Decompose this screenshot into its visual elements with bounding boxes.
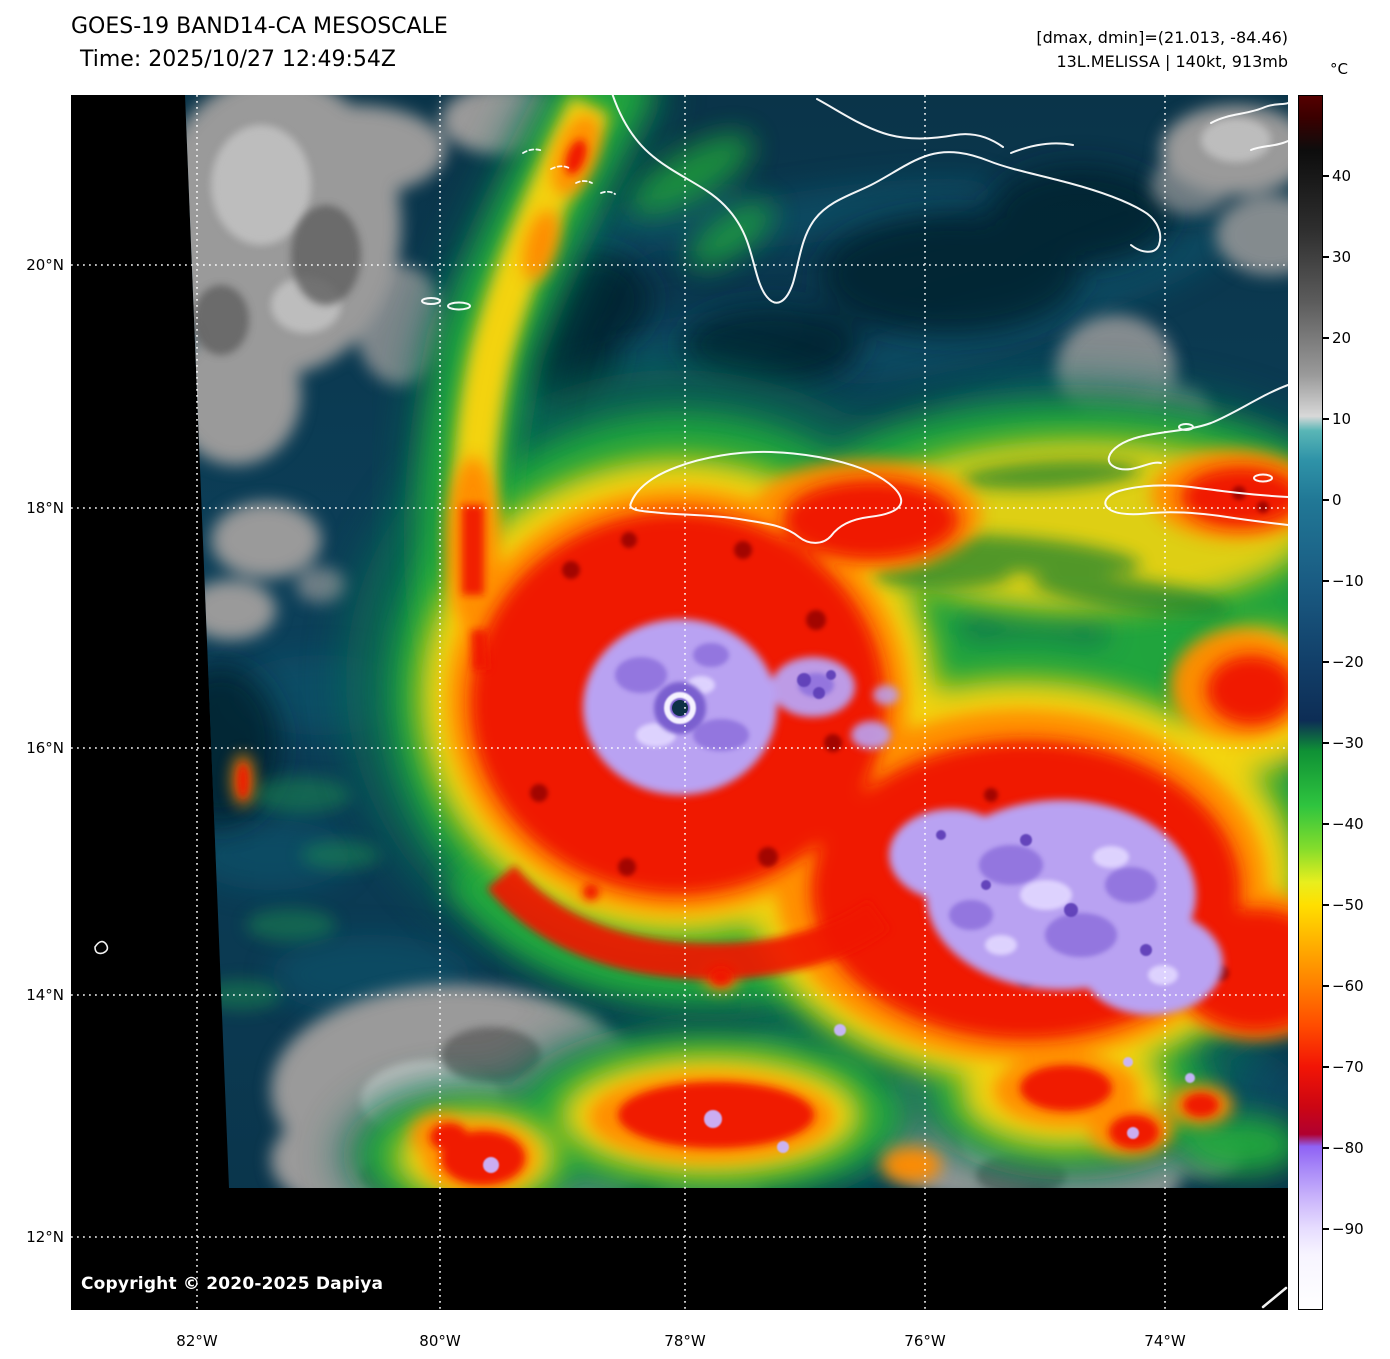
- cuba-northeast-coast: [1010, 142, 1074, 154]
- colorbar-tick-mark: [1323, 1066, 1329, 1068]
- lat-label-12n: 12°N: [26, 1228, 64, 1246]
- product-title: GOES-19 BAND14-CA MESOSCALE: [71, 14, 448, 39]
- colorbar-tick-mark: [1323, 337, 1329, 339]
- lon-label-76w: 76°W: [904, 1332, 946, 1350]
- colorbar-tick-mark: [1323, 904, 1329, 906]
- lat-label-14n: 14°N: [26, 986, 64, 1004]
- red-band-arcs: [462, 505, 890, 980]
- lon-label-78w: 78°W: [664, 1332, 706, 1350]
- storm-info: 13L.MELISSA | 140kt, 913mb: [1056, 52, 1288, 71]
- lat-label-18n: 18°N: [26, 499, 64, 517]
- colorbar-tick-mark: [1323, 742, 1329, 744]
- lat-label-16n: 16°N: [26, 739, 64, 757]
- colorbar-tick-n10: −10: [1332, 572, 1364, 590]
- colorbar-tick-mark: [1323, 418, 1329, 420]
- colorbar-tick-40: 40: [1332, 167, 1352, 185]
- colorbar-tick-n90: −90: [1332, 1220, 1364, 1238]
- lon-label-82w: 82°W: [176, 1332, 218, 1350]
- purple-texture-light: [636, 676, 1178, 985]
- satellite-imagery-canvas: [71, 95, 1288, 1310]
- cell-top-purple-dots: [483, 1024, 1195, 1173]
- lon-label-74w: 74°W: [1144, 1332, 1186, 1350]
- scanned-sector: [185, 95, 1288, 1188]
- east-band-green-streaks: [871, 460, 1231, 617]
- cayman-brac: [447, 301, 471, 311]
- grand-cayman: [421, 297, 441, 305]
- colorbar-tick-mark: [1323, 499, 1329, 501]
- graticule: [71, 95, 1288, 1310]
- colorbar-tick-mark: [1323, 661, 1329, 663]
- gonave-island: [1253, 473, 1273, 483]
- haiti-south-peninsula: [1104, 484, 1288, 526]
- colorbar-tick-mark: [1323, 1228, 1329, 1230]
- colorbar-tick-n20: −20: [1332, 653, 1364, 671]
- cuban-cays: [522, 148, 616, 195]
- colorbar: [1298, 95, 1323, 1310]
- purple-specks: [797, 670, 1152, 956]
- colorbar-tick-mark: [1323, 580, 1329, 582]
- colorbar-tick-mark: [1323, 256, 1329, 258]
- satellite-map: Copyright © 2020-2025 Dapiya: [71, 95, 1288, 1310]
- colorbar-tick-n30: −30: [1332, 734, 1364, 752]
- lat-label-20n: 20°N: [26, 256, 64, 274]
- coastlines: [94, 95, 1288, 1309]
- corner-coast-mark: [1261, 1286, 1288, 1309]
- bahamas-islands: [1210, 102, 1288, 151]
- cuba-south-coast: [611, 95, 1162, 304]
- cuba-north-coast: [816, 98, 1004, 148]
- colorbar-tick-mark: [1323, 823, 1329, 825]
- colorbar-tick-n70: −70: [1332, 1058, 1364, 1076]
- tortuga-island: [1178, 423, 1194, 431]
- colorbar-tick-mark: [1323, 985, 1329, 987]
- colorbar-tick-mark: [1323, 1147, 1329, 1149]
- purple-texture-dark: [615, 643, 1157, 957]
- colorbar-tick-n80: −80: [1332, 1139, 1364, 1157]
- colorbar-tick-n60: −60: [1332, 977, 1364, 995]
- colorbar-tick-mark: [1323, 175, 1329, 177]
- product-time: Time: 2025/10/27 12:49:54Z: [80, 47, 396, 72]
- colorbar-tick-10: 10: [1332, 410, 1352, 428]
- haiti-north-peninsula: [1107, 384, 1288, 471]
- colorbar-tick-20: 20: [1332, 329, 1352, 347]
- colorbar-tick-30: 30: [1332, 248, 1352, 266]
- small-cay-west: [94, 940, 109, 955]
- colorbar-tick-0: 0: [1332, 491, 1342, 509]
- dmax-dmin-readout: [dmax, dmin]=(21.013, -84.46): [1036, 28, 1288, 47]
- colorbar-tick-n50: −50: [1332, 896, 1364, 914]
- jamaica-coast: [629, 450, 903, 544]
- lon-label-80w: 80°W: [419, 1332, 461, 1350]
- colorbar-tick-n40: −40: [1332, 815, 1364, 833]
- copyright-watermark: Copyright © 2020-2025 Dapiya: [81, 1274, 384, 1294]
- colorbar-unit-label: °C: [1330, 60, 1348, 78]
- hurricane-eye: [654, 682, 706, 734]
